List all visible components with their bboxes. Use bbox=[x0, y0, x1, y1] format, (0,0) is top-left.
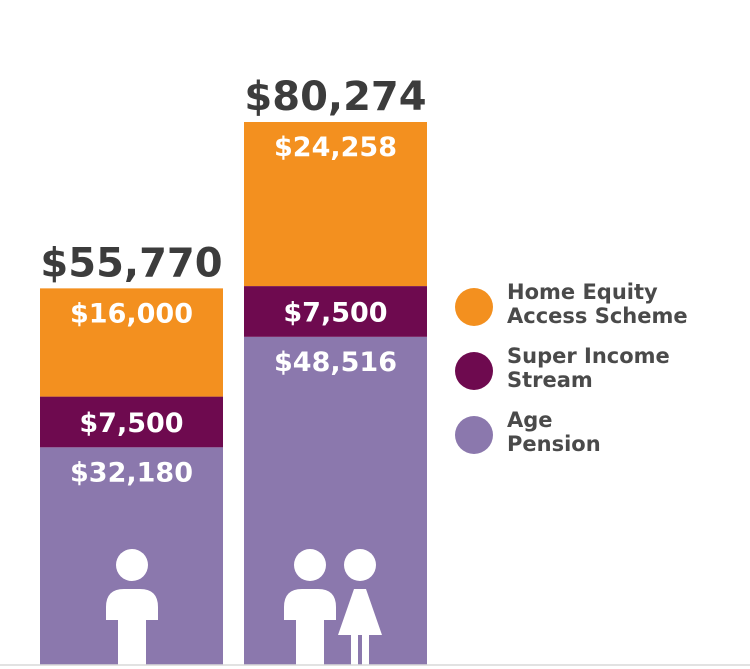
legend-label-line: Home Equity bbox=[507, 280, 658, 304]
bar-segment-home-equity-2 bbox=[244, 122, 427, 287]
data-label-age-pension-1: $32,180 bbox=[70, 457, 193, 488]
data-label-home-equity-1: $16,000 bbox=[70, 298, 193, 329]
legend-label-line: Stream bbox=[507, 368, 593, 392]
icons-layer bbox=[106, 549, 382, 665]
legend-item-super-income: Super Income Stream bbox=[455, 344, 745, 396]
legend-label-line: Super Income bbox=[507, 344, 670, 368]
bar-segment-super-income-1 bbox=[40, 396, 223, 448]
female-person-icon bbox=[338, 549, 382, 665]
legend-swatch-age-pension bbox=[455, 416, 493, 454]
single-person-icon bbox=[106, 549, 158, 665]
legend-swatch-home-equity bbox=[455, 288, 493, 326]
bar-total-label-1: $55,770 bbox=[40, 240, 222, 286]
legend-swatch-super-income bbox=[455, 352, 493, 390]
legend-label-home-equity: Home Equity Access Scheme bbox=[507, 280, 745, 328]
legend-label-age-pension: Age Pension bbox=[507, 408, 745, 456]
male-person-icon bbox=[284, 549, 336, 665]
bar-segment-home-equity-1 bbox=[40, 288, 223, 397]
legend-label-line: Access Scheme bbox=[507, 304, 688, 328]
male-person-icon bbox=[106, 549, 158, 665]
data-label-super-income-1: $7,500 bbox=[79, 408, 183, 439]
couple-icon bbox=[284, 549, 382, 665]
labels-layer: $32,180 $7,500 $16,000 $55,770 $48,516 $7,500… bbox=[40, 74, 426, 488]
bar-total-label-2: $80,274 bbox=[244, 74, 426, 120]
data-label-age-pension-2: $48,516 bbox=[274, 347, 397, 378]
data-label-home-equity-2: $24,258 bbox=[274, 132, 397, 163]
legend-label-line: Age bbox=[507, 408, 553, 432]
legend-label-line: Pension bbox=[507, 432, 601, 456]
bar-segment-super-income-2 bbox=[244, 286, 427, 337]
legend-label-super-income: Super Income Stream bbox=[507, 344, 745, 392]
data-label-super-income-2: $7,500 bbox=[283, 297, 387, 328]
bars-layer bbox=[40, 122, 427, 665]
legend-item-age-pension: Age Pension bbox=[455, 408, 745, 460]
legend-item-home-equity: Home Equity Access Scheme bbox=[455, 280, 745, 332]
